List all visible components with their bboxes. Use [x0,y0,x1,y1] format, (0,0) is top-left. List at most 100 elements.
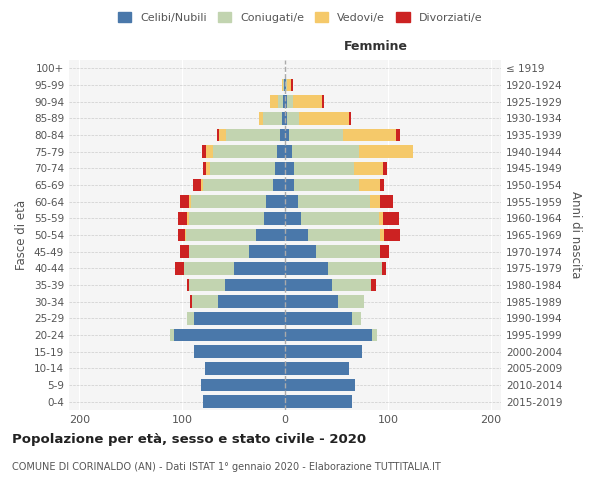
Bar [175,262,184,274]
Bar [190,296,193,308]
Bar [193,296,218,308]
Bar [285,128,289,141]
Bar [203,179,272,191]
Bar [233,262,285,274]
Bar [194,346,285,358]
Bar [283,79,284,92]
Bar [285,262,328,274]
Bar [384,229,400,241]
Bar [185,229,186,241]
Bar [283,96,285,108]
Bar [282,79,283,92]
Bar [343,128,396,141]
Bar [191,196,266,208]
Bar [206,146,213,158]
Bar [332,279,371,291]
Bar [396,128,400,141]
Bar [292,146,359,158]
Bar [359,146,413,158]
Bar [285,329,373,341]
Bar [194,312,285,324]
Bar [285,346,362,358]
Bar [184,262,233,274]
Bar [180,246,190,258]
Bar [285,212,301,224]
Bar [186,229,256,241]
Legend: Celibi/Nubili, Coniugati/e, Vedovi/e, Divorziati/e: Celibi/Nubili, Coniugati/e, Vedovi/e, Di… [113,8,487,28]
Bar [282,112,285,124]
Bar [380,246,389,258]
Bar [285,179,294,191]
Bar [316,246,380,258]
Bar [293,96,322,108]
Bar [275,162,285,174]
Bar [187,312,194,324]
Bar [291,79,293,92]
Bar [200,379,285,391]
Bar [190,196,191,208]
Bar [187,279,190,291]
Bar [299,112,349,124]
Bar [259,112,263,124]
Bar [380,196,393,208]
Bar [170,329,174,341]
Bar [322,96,324,108]
Bar [193,179,200,191]
Bar [203,396,285,408]
Bar [210,162,275,174]
Bar [285,162,294,174]
Bar [269,96,278,108]
Bar [285,196,298,208]
Bar [226,279,285,291]
Bar [218,296,285,308]
Bar [359,179,380,191]
Bar [272,179,285,191]
Y-axis label: Fasce di età: Fasce di età [16,200,28,270]
Bar [349,112,351,124]
Bar [287,79,291,92]
Bar [382,262,386,274]
Bar [285,229,308,241]
Bar [266,196,285,208]
Bar [380,229,384,241]
Bar [206,162,210,174]
Bar [383,162,387,174]
Bar [205,362,285,374]
Bar [249,246,285,258]
Bar [285,362,349,374]
Bar [190,246,249,258]
Bar [285,246,316,258]
Bar [285,312,352,324]
Bar [286,79,287,92]
Bar [190,212,265,224]
Bar [352,312,361,324]
Text: COMUNE DI CORINALDO (AN) - Dati ISTAT 1° gennaio 2020 - Elaborazione TUTTITALIA.: COMUNE DI CORINALDO (AN) - Dati ISTAT 1°… [12,462,441,472]
Bar [285,96,287,108]
Bar [289,128,343,141]
Bar [308,229,380,241]
Bar [373,329,377,341]
Bar [284,79,285,92]
Bar [226,128,280,141]
Bar [298,196,370,208]
Bar [287,96,293,108]
Bar [280,128,285,141]
Bar [219,128,226,141]
Bar [328,262,382,274]
Bar [294,162,354,174]
Bar [213,146,277,158]
Bar [187,212,190,224]
Bar [338,296,364,308]
Bar [265,212,285,224]
Bar [178,212,187,224]
Bar [370,196,380,208]
Bar [285,279,332,291]
Bar [380,179,384,191]
Bar [285,396,352,408]
Bar [287,112,299,124]
Bar [285,296,338,308]
Bar [371,279,376,291]
Bar [200,179,203,191]
Bar [217,128,219,141]
Bar [383,212,399,224]
